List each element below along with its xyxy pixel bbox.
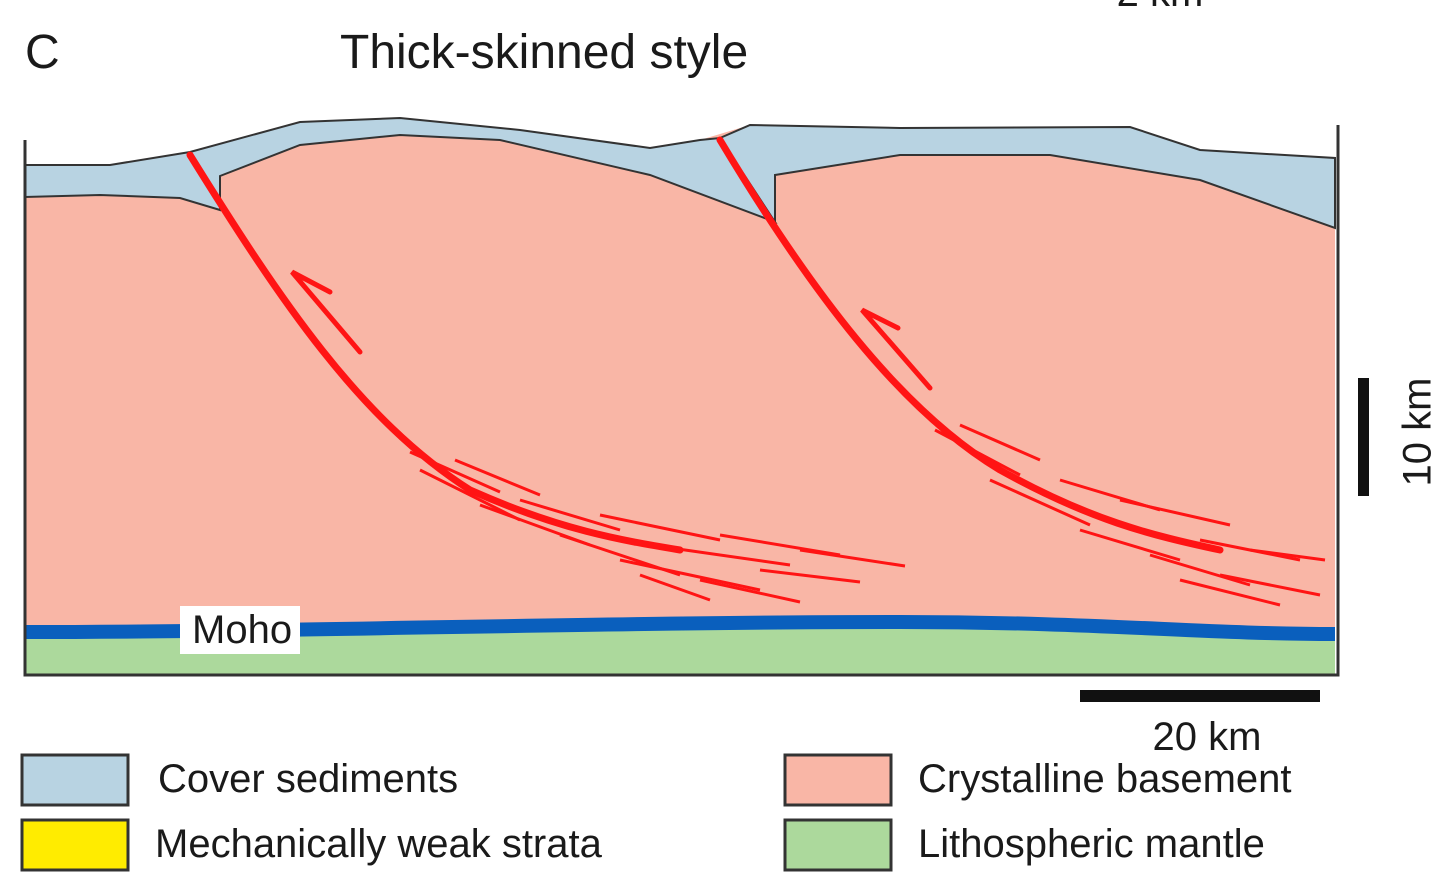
vertical-scale-label: 10 km [1396,378,1440,487]
horizontal-scale-label: 20 km [1153,715,1262,759]
fault-1 [186,151,684,554]
title: Thick-skinned style [340,26,748,79]
legend-label: Crystalline basement [918,757,1292,801]
legend-swatch [783,818,893,872]
legend: Cover sediments Mechanically weak strata… [20,753,1292,872]
panel-label: C [25,26,60,79]
shear-zone-2 [934,423,1326,607]
vertical-scale-bar [1358,378,1369,496]
legend-swatch [20,753,130,807]
basement [25,118,1335,675]
slip-arrow-1 [290,269,363,355]
legend-label: Lithospheric mantle [918,822,1265,866]
moho-label-bg [180,606,300,654]
scale-bars: 10 km 20 km [1080,378,1440,759]
legend-swatch [783,753,893,807]
shear-zone-1 [409,450,906,604]
cross-section: Moho [23,116,1340,677]
legend-swatch [20,818,130,872]
moho-label: Moho [192,608,292,652]
section-frame [23,125,1340,677]
horizontal-scale-bar [1080,690,1320,702]
legend-label: Mechanically weak strata [155,822,603,866]
slip-arrow-2 [860,307,933,391]
legend-label: Cover sediments [158,757,458,801]
cover-sediments-2 [718,123,1336,230]
fault-2 [716,136,1224,554]
top-scale-label: 2 km [1117,0,1204,15]
